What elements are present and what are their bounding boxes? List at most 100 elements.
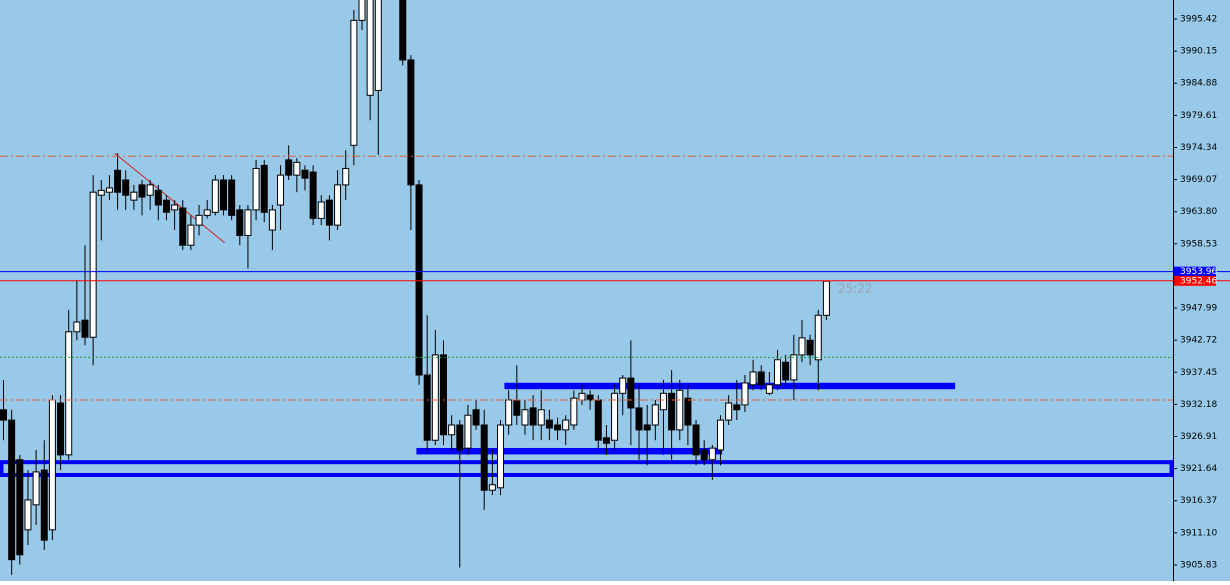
candle-body: [73, 321, 81, 333]
candle-body: [643, 424, 651, 431]
candle-body: [464, 414, 472, 449]
candle-body: [89, 191, 97, 338]
candle-body: [700, 449, 708, 461]
zone: [504, 382, 956, 390]
candle-body: [448, 424, 456, 436]
y-tick-label: 3974.34: [1180, 143, 1217, 153]
candle-body: [260, 164, 268, 213]
candle-body: [40, 469, 48, 541]
candle-body: [790, 354, 798, 381]
candle-body: [399, 0, 407, 61]
y-tick-label: 3916.37: [1180, 496, 1217, 506]
candle-body: [236, 209, 244, 236]
candle-body: [97, 189, 105, 196]
bar-timer: 25:22: [838, 282, 873, 296]
candle-body: [65, 331, 73, 456]
candle-body: [203, 209, 211, 216]
candle-body: [529, 407, 537, 426]
price-tag: [1174, 266, 1216, 277]
candle-body: [146, 184, 154, 196]
candle-body: [105, 187, 113, 193]
candle-body: [480, 424, 488, 491]
candle-body: [130, 191, 138, 201]
candle-body: [268, 209, 276, 231]
y-tick-label: 3921.64: [1180, 464, 1217, 474]
price-tag-label: 3952.46: [1180, 276, 1217, 286]
y-tick-label: 3905.83: [1180, 560, 1217, 570]
y-tick-label: 3942.72: [1180, 336, 1217, 346]
candle-body: [708, 447, 716, 461]
candle-body: [733, 404, 741, 411]
price-tag: [1174, 275, 1216, 286]
candle-body: [415, 184, 423, 376]
candle-body: [684, 397, 692, 426]
candle-body: [350, 19, 358, 146]
y-tick-label: 3995.42: [1180, 15, 1217, 25]
candle-body: [765, 384, 773, 394]
candle-body: [309, 171, 317, 219]
candle-body: [407, 59, 415, 186]
candle-body: [798, 337, 806, 356]
candle-body: [187, 224, 195, 246]
candle-body: [325, 199, 333, 226]
candle-body: [114, 169, 122, 193]
candle-body: [497, 424, 505, 489]
candle-body: [439, 354, 447, 436]
y-tick-label: 3963.80: [1180, 207, 1217, 217]
candle-body: [32, 471, 40, 506]
candle-body: [505, 399, 513, 426]
y-tick-label: 3990.15: [1180, 47, 1217, 57]
candle-body: [211, 179, 219, 213]
candle-body: [374, 0, 382, 91]
candle-body: [578, 392, 586, 401]
candle-body: [122, 179, 130, 196]
candle-body: [162, 199, 170, 213]
candle-body: [668, 392, 676, 431]
price-axis: 3995.42 3990.15 3984.88 3979.61 3974.34 3969.…: [1173, 0, 1217, 581]
candle-body: [822, 280, 830, 316]
candle-body: [537, 409, 545, 426]
candle-body: [741, 382, 749, 406]
candle-body: [651, 404, 659, 426]
candle-body: [521, 409, 529, 426]
y-tick-label: 3958.53: [1180, 239, 1217, 249]
y-tick-label: 3932.18: [1180, 400, 1217, 410]
candle-body: [171, 204, 179, 211]
candle-body: [513, 399, 521, 416]
y-tick-label: 3969.07: [1180, 175, 1217, 185]
candle-body: [619, 377, 627, 394]
candle-body: [570, 397, 578, 426]
candle-body: [358, 0, 366, 21]
candle-body: [782, 361, 790, 381]
candle-body: [586, 394, 594, 401]
candle-body: [138, 184, 146, 198]
candle-body: [179, 207, 187, 246]
candle-body: [725, 402, 733, 421]
candle-body: [16, 459, 24, 556]
candle-body: [277, 174, 285, 206]
candle-body: [488, 484, 496, 491]
candle-body: [635, 407, 643, 431]
y-tick-label: 3947.99: [1180, 304, 1217, 314]
zone: [416, 447, 723, 455]
y-tick-label: 3979.61: [1180, 111, 1217, 121]
candle-body: [774, 359, 782, 386]
candle-body: [57, 402, 65, 456]
candle-body: [554, 424, 562, 431]
plot-area: [0, 0, 1173, 575]
candle-body: [48, 399, 56, 531]
zone: [0, 460, 1173, 477]
candle-body: [611, 392, 619, 441]
candle-body: [472, 409, 480, 426]
y-tick-label: 3926.91: [1180, 432, 1217, 442]
y-tick-label: 3911.10: [1180, 528, 1217, 538]
candle-body: [659, 392, 667, 411]
candle-body: [334, 184, 342, 226]
trendline: [114, 152, 225, 244]
candle-body: [594, 399, 602, 441]
candle-body: [244, 209, 252, 236]
candle-body: [716, 419, 724, 451]
candle-body: [545, 419, 553, 429]
